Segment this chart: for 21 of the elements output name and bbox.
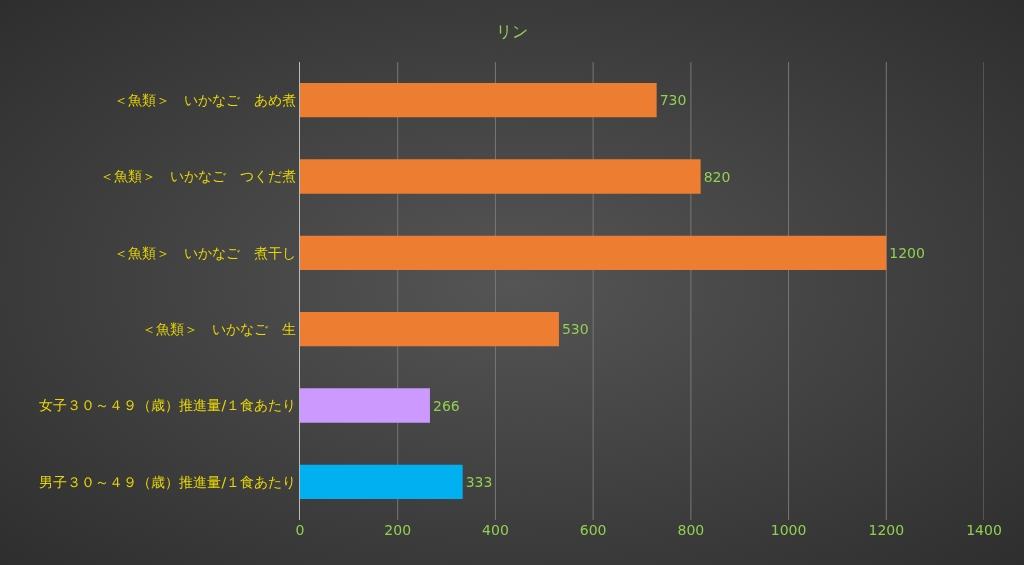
y-tick-label: ＜魚類＞ いかなご 煮干し xyxy=(114,244,297,261)
data-label: 333 xyxy=(465,473,493,490)
x-tick-label: 800 xyxy=(677,522,705,538)
y-tick-label: 女子３０～４９（歳）推進量/１食あたり xyxy=(39,397,297,414)
data-label: 530 xyxy=(561,321,589,338)
y-tick-label: ＜魚類＞ いかなご あめ煮 xyxy=(114,92,297,109)
data-label: 266 xyxy=(432,397,460,414)
data-label: 730 xyxy=(659,92,687,109)
y-tick-label: ＜魚類＞ いかなご つくだ煮 xyxy=(100,168,297,185)
x-tick-label: 1200 xyxy=(868,522,905,538)
x-tick-label: 200 xyxy=(384,522,412,538)
x-tick-label: 1400 xyxy=(966,522,1002,538)
y-tick-label: 男子３０～４９（歳）推進量/１食あたり xyxy=(39,473,297,490)
chart-title: リン xyxy=(496,21,528,41)
x-tick-label: 0 xyxy=(295,522,305,538)
data-label: 1200 xyxy=(889,244,925,261)
x-tick-label: 600 xyxy=(579,522,607,538)
x-tick-label: 1000 xyxy=(770,522,807,538)
y-tick-label: ＜魚類＞ いかなご 生 xyxy=(142,321,297,338)
data-label: 820 xyxy=(703,168,731,185)
x-tick-label: 400 xyxy=(482,522,509,538)
